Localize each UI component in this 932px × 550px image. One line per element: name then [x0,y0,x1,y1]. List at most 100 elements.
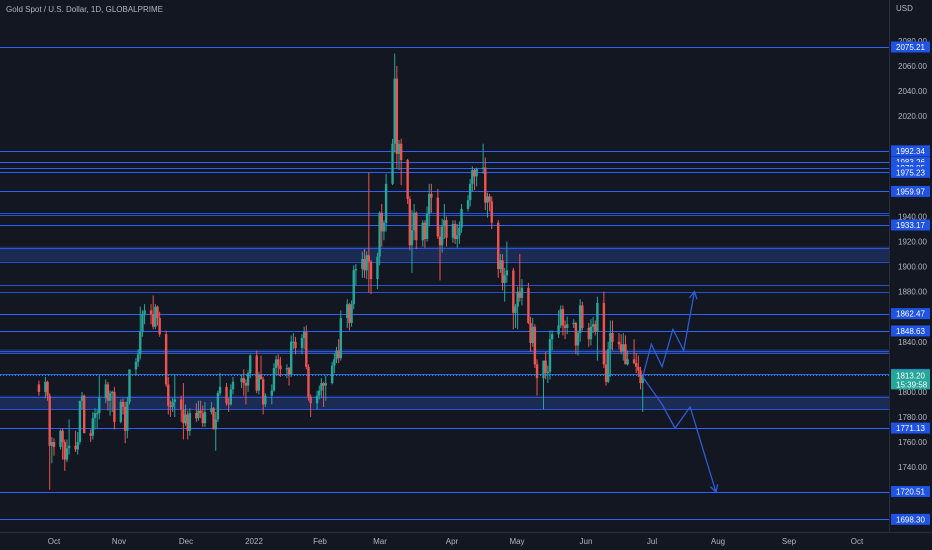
candle[interactable] [466,195,470,212]
candle[interactable] [486,192,489,218]
candle[interactable] [445,216,448,247]
candle[interactable] [408,196,412,251]
candle[interactable] [171,398,174,412]
candle[interactable] [322,381,325,407]
candle[interactable] [244,379,248,405]
candle[interactable] [186,410,189,440]
candle[interactable] [535,359,539,396]
candle[interactable] [82,394,86,434]
candle[interactable] [246,370,250,392]
candle[interactable] [514,304,517,328]
candle[interactable] [497,220,500,278]
candle[interactable] [611,320,614,351]
candle[interactable] [106,381,110,411]
candle[interactable] [635,353,638,374]
candle[interactable] [604,350,608,386]
candle[interactable] [210,401,213,415]
candle[interactable] [261,376,265,415]
candle[interactable] [527,282,530,325]
candle[interactable] [264,393,267,407]
candle[interactable] [376,252,379,290]
candle[interactable] [128,369,131,405]
candle[interactable] [609,320,612,377]
candle[interactable] [589,319,593,346]
candle[interactable] [391,138,394,186]
candle[interactable] [453,220,457,245]
candle[interactable] [440,218,444,253]
candle[interactable] [471,166,474,192]
candle[interactable] [225,383,228,406]
candle[interactable] [572,319,575,328]
candle[interactable] [182,383,185,440]
candle[interactable] [443,203,446,240]
candle[interactable] [229,384,233,406]
candle[interactable] [203,401,207,427]
candle[interactable] [591,316,595,333]
candle[interactable] [559,305,562,328]
candle[interactable] [415,211,418,250]
candle[interactable] [529,316,532,352]
candle[interactable] [302,326,306,350]
candle[interactable] [300,334,304,355]
candle[interactable] [59,429,62,450]
candle[interactable] [456,223,459,248]
candle[interactable] [574,321,578,355]
candle[interactable] [520,279,524,306]
candle[interactable] [365,251,368,280]
candle[interactable] [89,429,92,443]
candle[interactable] [533,324,537,369]
candle[interactable] [566,316,569,335]
candle[interactable] [201,405,204,427]
candle[interactable] [277,354,280,376]
candle[interactable] [550,330,554,351]
candle[interactable] [499,254,502,273]
candle[interactable] [255,350,258,394]
candle[interactable] [451,220,455,243]
candle[interactable] [637,355,640,377]
candle[interactable] [384,173,388,232]
candle[interactable] [412,203,416,241]
candle[interactable] [410,210,414,273]
candle[interactable] [309,394,312,417]
candle[interactable] [167,376,170,415]
candle[interactable] [44,376,47,399]
projection-path-1[interactable] [642,376,717,493]
candle[interactable] [363,249,366,278]
price-axis[interactable] [889,0,932,550]
candle[interactable] [139,306,142,360]
candle[interactable] [173,374,176,417]
candle[interactable] [48,393,51,490]
candle[interactable] [490,196,493,229]
candle[interactable] [458,221,461,245]
candle[interactable] [65,439,69,463]
candle[interactable] [285,364,289,379]
candle[interactable] [335,346,338,364]
candle[interactable] [249,354,252,379]
candle[interactable] [563,320,567,340]
candle[interactable] [516,286,519,330]
candle[interactable] [596,296,599,361]
candle[interactable] [352,265,355,310]
candle[interactable] [126,396,129,439]
candle[interactable] [320,378,323,399]
candle[interactable] [80,391,84,410]
candle[interactable] [350,300,353,327]
candle[interactable] [78,400,82,445]
candle[interactable] [348,302,351,331]
candle[interactable] [488,193,491,212]
candle[interactable] [315,390,319,410]
candle[interactable] [501,254,504,291]
candle[interactable] [542,360,545,410]
candle[interactable] [52,438,56,456]
candle[interactable] [333,353,336,374]
candle[interactable] [76,431,79,455]
candle[interactable] [406,158,409,204]
candle[interactable] [143,304,146,325]
candle[interactable] [270,384,273,405]
candle[interactable] [544,351,547,380]
candle[interactable] [154,304,157,330]
projection-path-0[interactable] [642,291,696,378]
candle[interactable] [50,437,54,464]
candle[interactable] [602,291,606,369]
